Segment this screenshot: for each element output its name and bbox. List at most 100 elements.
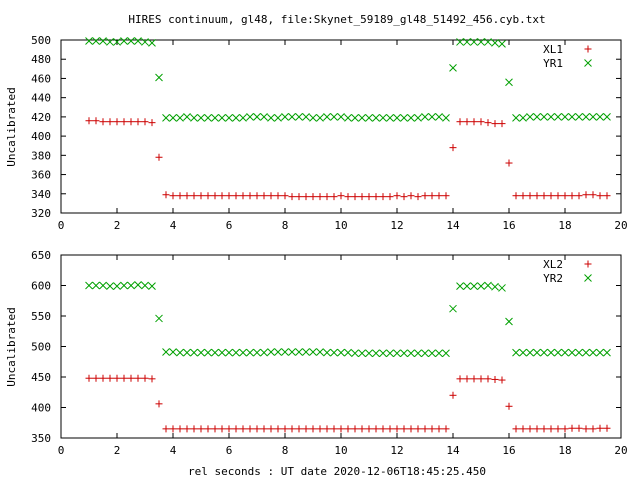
data-point bbox=[260, 348, 268, 357]
data-point bbox=[141, 281, 149, 290]
data-point bbox=[225, 425, 233, 433]
data-point bbox=[414, 425, 422, 433]
data-point bbox=[281, 348, 289, 356]
data-point bbox=[99, 281, 107, 290]
data-point bbox=[176, 192, 184, 200]
y-tick-label: 650 bbox=[31, 249, 51, 262]
data-point bbox=[386, 113, 394, 122]
data-point bbox=[547, 425, 555, 433]
data-point bbox=[449, 391, 457, 399]
series-XL1 bbox=[85, 117, 611, 201]
data-point bbox=[309, 193, 317, 201]
data-point bbox=[421, 192, 429, 200]
data-point bbox=[323, 348, 331, 357]
data-point bbox=[596, 192, 604, 200]
data-point bbox=[477, 375, 485, 383]
data-point bbox=[540, 192, 548, 200]
data-point bbox=[239, 425, 247, 433]
data-point bbox=[169, 348, 177, 356]
data-point bbox=[554, 192, 562, 200]
x-tick-label: 16 bbox=[502, 219, 515, 232]
data-point bbox=[407, 113, 415, 122]
y-tick-label: 450 bbox=[31, 371, 51, 384]
data-point bbox=[302, 425, 310, 433]
x-tick-label: 14 bbox=[446, 219, 460, 232]
data-point bbox=[526, 348, 534, 357]
data-point bbox=[379, 349, 387, 358]
y-tick-label: 320 bbox=[31, 207, 51, 220]
legend-marker bbox=[584, 59, 592, 67]
data-point bbox=[400, 113, 408, 122]
data-point bbox=[596, 348, 604, 357]
data-point bbox=[120, 118, 128, 126]
data-point bbox=[85, 374, 93, 382]
data-point bbox=[288, 425, 296, 433]
data-point bbox=[435, 425, 443, 433]
data-point bbox=[183, 113, 191, 121]
data-point bbox=[99, 374, 107, 382]
data-point bbox=[582, 348, 590, 357]
data-point bbox=[106, 118, 114, 126]
data-point bbox=[393, 425, 401, 433]
data-point bbox=[176, 348, 184, 357]
data-point bbox=[246, 348, 254, 357]
data-point bbox=[505, 78, 513, 87]
data-point bbox=[512, 348, 520, 357]
data-point bbox=[470, 38, 478, 46]
data-point bbox=[218, 192, 226, 200]
data-point bbox=[225, 113, 233, 122]
data-point bbox=[162, 348, 170, 356]
data-point bbox=[176, 425, 184, 433]
data-point bbox=[316, 348, 324, 356]
data-point bbox=[337, 425, 345, 433]
data-point bbox=[288, 113, 296, 121]
data-point bbox=[148, 282, 156, 290]
data-point bbox=[505, 402, 513, 410]
data-point bbox=[211, 425, 219, 433]
data-point bbox=[134, 118, 142, 126]
data-point bbox=[204, 113, 212, 122]
series-YR1 bbox=[85, 37, 611, 122]
data-point bbox=[267, 425, 275, 433]
x-tick-label: 14 bbox=[446, 444, 460, 457]
data-point bbox=[365, 113, 373, 122]
data-point bbox=[260, 425, 268, 433]
data-point bbox=[239, 113, 247, 122]
data-point bbox=[225, 192, 233, 200]
data-point bbox=[456, 38, 464, 46]
x-tick-label: 16 bbox=[502, 444, 515, 457]
data-point bbox=[533, 113, 541, 121]
data-point bbox=[169, 192, 177, 200]
data-point bbox=[589, 348, 597, 357]
data-point bbox=[190, 425, 198, 433]
data-point bbox=[484, 281, 492, 290]
data-point bbox=[141, 374, 149, 382]
data-point bbox=[575, 113, 583, 121]
data-point bbox=[589, 191, 597, 199]
data-point bbox=[484, 119, 492, 127]
data-point bbox=[407, 349, 415, 358]
x-tick-label: 2 bbox=[114, 219, 121, 232]
data-point bbox=[323, 113, 331, 121]
data-point bbox=[470, 375, 478, 383]
data-point bbox=[519, 425, 527, 433]
data-point bbox=[463, 38, 471, 46]
top-plot-panel: 0 2 4 6 8 10 12 14 16 18 20 320 340 360 380 400 420 440 46… bbox=[5, 34, 628, 232]
data-point bbox=[330, 348, 338, 357]
x-tick-label: 10 bbox=[334, 219, 347, 232]
data-point bbox=[85, 117, 93, 125]
data-point bbox=[442, 349, 450, 358]
data-point bbox=[512, 192, 520, 200]
data-point bbox=[155, 400, 163, 408]
data-point bbox=[211, 192, 219, 200]
data-point bbox=[603, 113, 611, 121]
data-point bbox=[148, 119, 156, 127]
series-YR2 bbox=[85, 281, 611, 358]
data-point bbox=[526, 425, 534, 433]
data-point bbox=[113, 282, 121, 290]
data-point bbox=[316, 113, 324, 122]
data-point bbox=[253, 425, 261, 433]
legend-label: XL2 bbox=[543, 258, 563, 271]
data-point bbox=[274, 425, 282, 433]
data-point bbox=[379, 113, 387, 122]
